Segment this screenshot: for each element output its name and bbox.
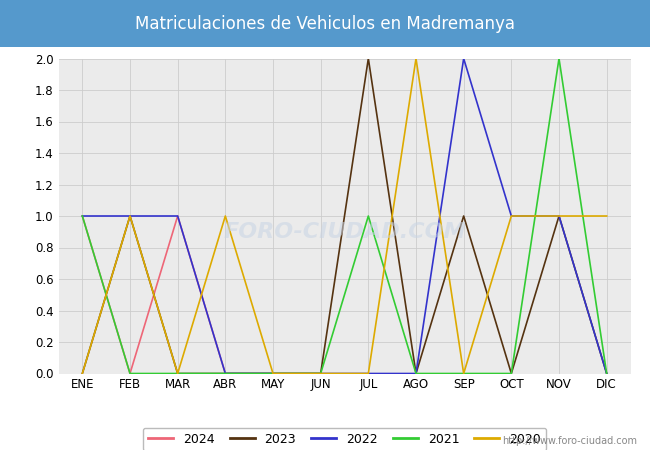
Legend: 2024, 2023, 2022, 2021, 2020: 2024, 2023, 2022, 2021, 2020 [143, 428, 546, 450]
Text: FORO-CIUDAD.COM: FORO-CIUDAD.COM [223, 222, 466, 242]
Text: http://www.foro-ciudad.com: http://www.foro-ciudad.com [502, 436, 637, 446]
Text: Matriculaciones de Vehiculos en Madremanya: Matriculaciones de Vehiculos en Madreman… [135, 14, 515, 33]
